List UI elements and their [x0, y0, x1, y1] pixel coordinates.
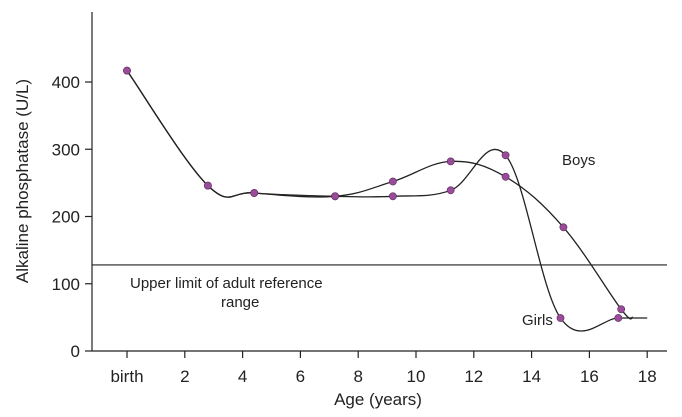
data-point-girls: [614, 314, 623, 322]
x-tick-label: 6: [296, 367, 305, 386]
data-point-girls: [250, 189, 259, 197]
data-point-girls: [446, 186, 455, 195]
data-point-girls: [331, 192, 339, 201]
y-axis-title: Alkaline phosphatase (U/L): [13, 79, 32, 283]
x-tick-label: 14: [522, 367, 541, 386]
x-tick-label: 16: [580, 367, 599, 386]
series-layer: [126, 70, 648, 332]
y-tick-label: 100: [52, 275, 80, 294]
x-tick-label: 18: [638, 367, 657, 386]
data-point-boys: [446, 157, 455, 166]
series-label-boys: Boys: [562, 152, 595, 169]
data-point-boys: [559, 223, 568, 232]
y-ticks: 0 100 200 300 400: [52, 73, 92, 361]
x-tick-label: 12: [464, 367, 483, 386]
x-axis-title: Age (years): [334, 390, 422, 409]
x-ticks: birth 2 4 6 8 10 12 14 16 18: [110, 351, 657, 386]
x-tick-label: 2: [180, 367, 189, 386]
reference-line-label-line1: Upper limit of adult reference range: [130, 275, 323, 311]
data-point-boys: [388, 177, 397, 186]
data-point-girls: [388, 192, 397, 201]
data-point-boys: [617, 305, 626, 314]
y-tick-label: 200: [52, 208, 80, 227]
chart-axes: [91, 12, 667, 352]
x-tick-label: 8: [353, 367, 362, 386]
reference-label-line: range: [221, 294, 259, 311]
series-label-girls: Girls: [522, 312, 553, 329]
reference-label-line: Upper limit of adult reference: [130, 275, 323, 292]
data-point-girls: [203, 181, 212, 190]
x-tick-label: birth: [110, 367, 143, 386]
x-tick-label: 10: [407, 367, 426, 386]
x-tick-label: 4: [238, 367, 247, 386]
series-line-girls: [126, 70, 648, 332]
y-tick-label: 400: [52, 73, 80, 92]
data-point-girls: [556, 314, 565, 322]
data-point-girls: [501, 151, 510, 160]
y-tick-label: 300: [52, 140, 80, 159]
data-point-girls: [123, 66, 131, 75]
marker-layer: [123, 66, 626, 322]
data-point-boys: [501, 172, 510, 181]
y-tick-label: 0: [71, 342, 80, 361]
